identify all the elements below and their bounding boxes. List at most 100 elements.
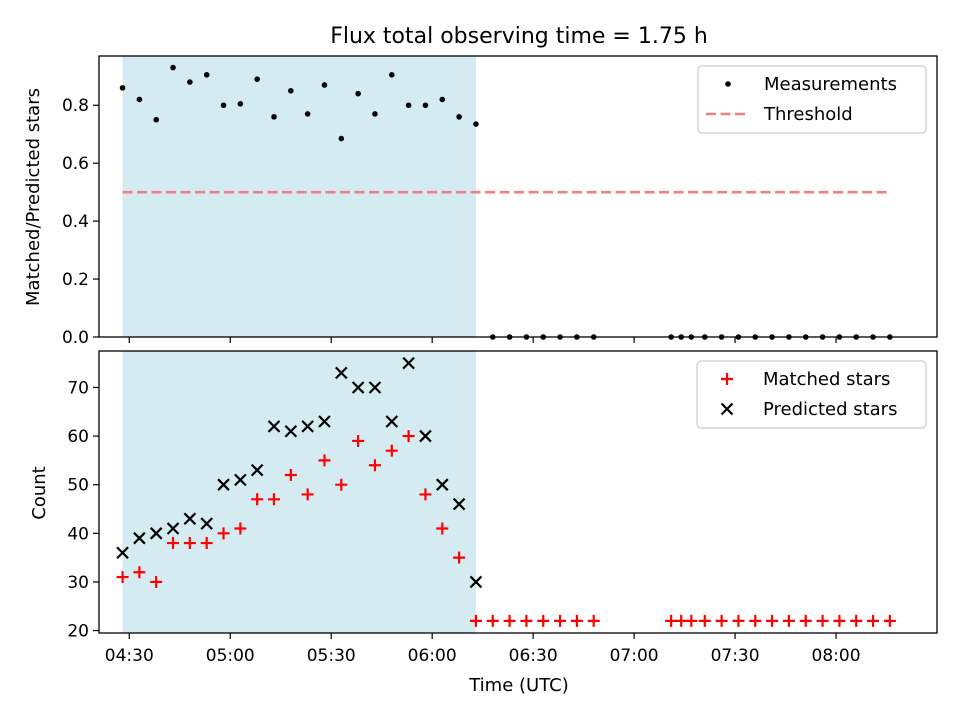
matched-star-point: [554, 614, 567, 627]
matched-star-point: [167, 537, 180, 550]
measurement-point: [153, 116, 160, 123]
x-tick-label: 05:00: [206, 646, 255, 666]
measurement-point: [439, 96, 446, 103]
x-tick-label: 05:30: [307, 646, 356, 666]
matched-star-point: [537, 614, 550, 627]
measurement-point: [237, 100, 244, 107]
matched-star-point: [850, 614, 863, 627]
predicted-star-point: [116, 546, 129, 560]
bottom-panel: 20 30 40 50 60 70 04:30 05:00 05:30 06:00 06:30 07:…: [67, 350, 938, 666]
x-tick-label: 07:30: [711, 646, 760, 666]
bottom-shaded-interval: [122, 351, 476, 633]
predicted-star-point: [250, 463, 264, 477]
predicted-star-point: [402, 356, 415, 370]
matched-star-point: [883, 614, 896, 627]
top-y-axis-label: Matched/Predicted stars: [23, 88, 44, 306]
predicted-star-point: [335, 366, 348, 380]
top-shaded-interval: [122, 56, 476, 337]
matched-star-point: [133, 566, 146, 579]
predicted-star-point: [234, 473, 247, 487]
measurement-point: [456, 114, 462, 120]
matched-star-point: [782, 614, 795, 627]
matched-star-point: [453, 551, 466, 564]
matched-star-point: [503, 614, 516, 627]
measurement-point: [170, 64, 176, 71]
top-y-tick-label: 0.6: [62, 154, 89, 174]
matched-star-point: [587, 614, 600, 627]
matched-star-point: [402, 430, 415, 443]
matched-star-point: [284, 468, 297, 481]
measurement-point: [187, 79, 193, 85]
x-tick-label: 06:30: [509, 646, 558, 666]
matched-star-point: [183, 537, 196, 550]
top-y-tick-label: 0.2: [62, 270, 89, 290]
measurement-point: [136, 96, 143, 103]
matched-star-point: [385, 444, 398, 457]
legend-label: Measurements: [764, 74, 897, 95]
top-y-tick-label: 0.0: [62, 328, 89, 348]
measurement-point: [203, 72, 210, 78]
bottom-y-tick-label: 70: [67, 378, 89, 398]
bottom-y-tick-label: 60: [67, 427, 89, 447]
matched-star-point: [867, 614, 880, 627]
matched-star-point: [217, 527, 230, 540]
top-panel: 0.0 0.2 0.4 0.6 0.8 Measurements Threshold: [62, 55, 938, 348]
predicted-star-point: [217, 478, 230, 491]
x-tick-label: 06:00: [408, 646, 457, 666]
measurement-point: [220, 102, 227, 109]
matched-star-point: [301, 488, 314, 501]
predicted-star-point: [318, 415, 331, 428]
predicted-star-point: [368, 381, 382, 394]
predicted-star-point: [133, 531, 146, 545]
measurement-point: [405, 102, 412, 109]
top-y-tick-label: 0.4: [62, 212, 89, 232]
bottom-y-axis-label: Count: [29, 466, 50, 519]
measurement-point: [304, 111, 311, 117]
measurement-point: [338, 135, 345, 142]
matched-star-point: [715, 614, 728, 627]
legend-predicted-marker: [720, 402, 734, 416]
bottom-legend: Matched stars Predicted stars: [696, 360, 927, 429]
measurement-point: [372, 111, 378, 117]
matched-star-point: [665, 614, 678, 627]
matched-star-point: [698, 614, 711, 627]
matched-star-point: [749, 614, 762, 627]
matched-star-point: [268, 493, 281, 506]
matched-star-point: [816, 614, 829, 627]
bottom-legend-box: [696, 360, 927, 429]
matched-star-point: [368, 459, 381, 472]
chart-title: Flux total observing time = 1.75 h: [330, 24, 708, 49]
x-tick-label: 04:30: [105, 646, 154, 666]
predicted-star-point: [435, 478, 449, 491]
top-y-tick-label: 0.8: [62, 96, 89, 116]
predicted-star-point: [166, 522, 180, 535]
legend-measurements-marker: [725, 81, 731, 87]
matched-star-point: [732, 614, 745, 627]
matched-star-point: [150, 575, 163, 588]
top-legend-box: [697, 65, 927, 134]
predicted-star-point: [419, 429, 432, 443]
legend-label: Predicted stars: [763, 399, 897, 420]
legend-label: Matched stars: [763, 369, 890, 390]
matched-star-point: [486, 614, 499, 627]
predicted-star-point: [301, 420, 314, 433]
predicted-star-point: [149, 527, 163, 540]
predicted-star-point: [452, 497, 466, 511]
measurement-point: [422, 102, 429, 109]
x-tick-label: 07:00: [610, 646, 659, 666]
predicted-star-point: [351, 381, 365, 394]
measurement-point: [119, 85, 126, 91]
bottom-y-tick-label: 20: [67, 622, 89, 642]
bottom-y-tick-label: 50: [67, 476, 89, 496]
legend-matched-marker: [721, 373, 733, 385]
bottom-axes-frame: [98, 350, 938, 634]
predicted-star-point: [284, 424, 298, 438]
matched-star-point: [419, 488, 432, 501]
matched-star-point: [234, 522, 247, 535]
matched-star-point: [570, 614, 583, 627]
matched-star-point: [251, 493, 264, 506]
matched-star-point: [469, 614, 482, 627]
bottom-y-tick-label: 40: [67, 524, 89, 544]
predicted-star-point: [183, 512, 197, 526]
